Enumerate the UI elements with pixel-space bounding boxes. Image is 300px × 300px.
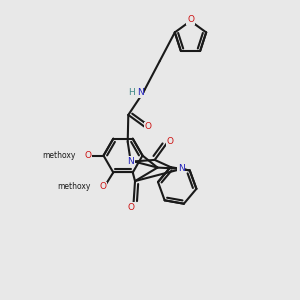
Text: H: H [128,88,135,97]
Text: O: O [145,122,152,131]
Text: O: O [84,151,91,160]
Text: N: N [178,164,185,173]
Text: O: O [187,15,194,24]
Text: N: N [127,157,134,166]
Text: O: O [128,203,135,212]
Text: O: O [167,137,174,146]
Text: methoxy: methoxy [42,151,76,160]
Text: N: N [137,88,144,97]
Text: O: O [99,182,106,191]
Text: methoxy: methoxy [57,182,91,191]
